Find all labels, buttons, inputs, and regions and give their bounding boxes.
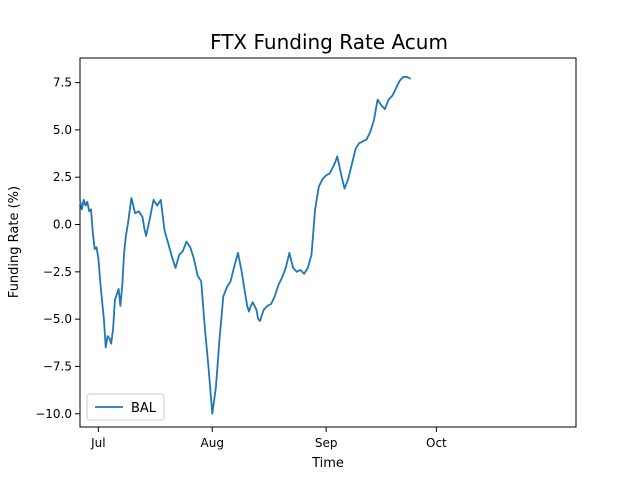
- y-tick-label: 2.5: [53, 170, 72, 184]
- y-tick-label: −10.0: [35, 407, 72, 421]
- y-axis-label: Funding Rate (%): [7, 186, 22, 298]
- legend: BAL: [86, 393, 165, 421]
- y-tick-label: 0.0: [53, 218, 72, 232]
- series-bal-line: [79, 76, 412, 415]
- x-tick-label: Sep: [315, 436, 338, 450]
- y-axis-ticks: −10.0 −7.5 −5.0 −2.5 0.0 2.5 5.0 7.5: [35, 76, 80, 421]
- x-tick-label: Jul: [90, 436, 105, 450]
- y-tick-label: 5.0: [53, 123, 72, 137]
- legend-box: [86, 393, 165, 421]
- x-tick-label: Aug: [201, 436, 224, 450]
- x-axis-label: Time: [311, 456, 344, 471]
- plot-area: Jul Aug Sep Oct −10.0 −7.5 −5.0 −2.5 0.0 2.5 5.0 7…: [35, 57, 577, 450]
- x-tick-label: Oct: [426, 436, 447, 450]
- chart-title: FTX Funding Rate Acum: [210, 30, 448, 54]
- x-axis-ticks: Jul Aug Sep Oct: [90, 427, 447, 450]
- y-tick-label: −5.0: [43, 312, 72, 326]
- y-tick-label: −7.5: [43, 359, 72, 373]
- axes-frame: [79, 57, 577, 428]
- y-tick-label: 7.5: [53, 76, 72, 90]
- legend-label-bal: BAL: [131, 401, 157, 416]
- y-tick-label: −2.5: [43, 265, 72, 279]
